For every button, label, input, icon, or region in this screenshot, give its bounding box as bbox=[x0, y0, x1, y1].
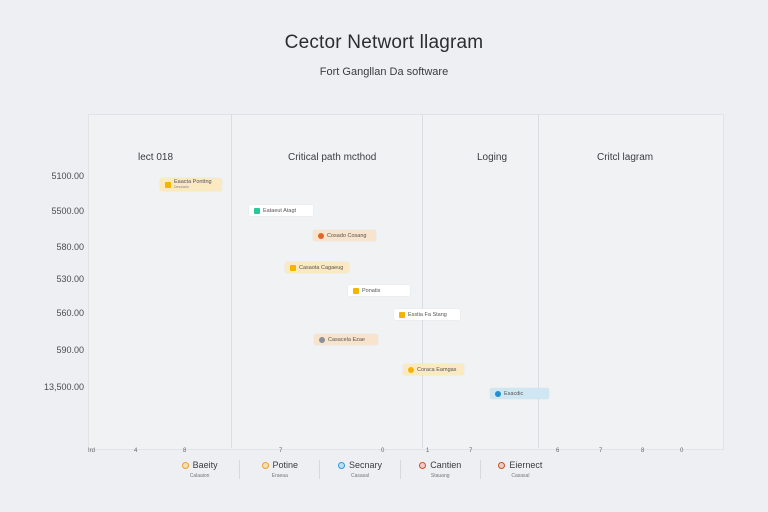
legend-item[interactable]: Cantien Stauang bbox=[399, 460, 480, 479]
legend-label: Potine bbox=[272, 460, 299, 470]
circle-icon bbox=[319, 336, 325, 343]
x-tick: 0 bbox=[381, 448, 385, 454]
y-axis-label: 13,500.00 bbox=[43, 382, 84, 392]
node-label: Esacdic bbox=[504, 390, 524, 397]
y-axis-label: 5100.00 bbox=[51, 171, 84, 181]
x-tick: 1 bbox=[426, 448, 430, 454]
x-tick: Ird bbox=[88, 448, 96, 454]
circle-icon bbox=[498, 461, 506, 469]
legend-label: Eiernect bbox=[509, 460, 543, 470]
y-axis-label: 580.00 bbox=[56, 242, 84, 252]
node-label: Esstia Fa Stang bbox=[408, 311, 447, 318]
legend-label: Cantien bbox=[430, 460, 462, 470]
legend-item[interactable]: Eiernect Casasal bbox=[479, 460, 560, 479]
activity-node[interactable]: Casacela Ezae bbox=[314, 334, 378, 345]
legend-label: Baeity bbox=[192, 460, 218, 470]
x-tick: 8 bbox=[183, 448, 187, 454]
square-icon bbox=[399, 311, 405, 318]
y-axis-label: 590.00 bbox=[56, 345, 84, 355]
x-tick: 7 bbox=[279, 448, 283, 454]
diagram-title: Cector Networt llagram bbox=[284, 32, 484, 53]
x-tick: 6 bbox=[556, 448, 560, 454]
node-label: Casacela Ezae bbox=[328, 336, 365, 343]
legend-item[interactable]: Baeity Calaaion bbox=[160, 460, 239, 479]
x-tick: 8 bbox=[641, 448, 645, 454]
square-icon bbox=[165, 181, 171, 188]
activity-node[interactable]: Coraca Eamgas bbox=[403, 364, 464, 375]
x-tick: 7 bbox=[469, 448, 473, 454]
node-label: Eataeut Atagt bbox=[263, 207, 297, 214]
square-icon bbox=[290, 264, 296, 271]
x-tick: 4 bbox=[134, 448, 138, 454]
node-label: Casaota Cagaeug bbox=[299, 264, 344, 271]
legend-sublabel: Calaaion bbox=[189, 473, 210, 479]
legend-sublabel: Stauang bbox=[430, 473, 450, 479]
square-icon bbox=[353, 287, 359, 294]
circle-icon bbox=[261, 461, 269, 469]
node-sublabel: Desolado bbox=[174, 184, 189, 189]
legend-sublabel: Casasal bbox=[511, 473, 530, 479]
legend-sublabel: Eraeaa bbox=[271, 473, 288, 479]
column-header: lect 018 bbox=[138, 152, 174, 163]
column-divider bbox=[538, 114, 539, 448]
y-axis-label: 5500.00 bbox=[51, 206, 84, 216]
column-header: Critical path mcthod bbox=[288, 152, 377, 163]
column-divider bbox=[231, 114, 232, 448]
legend-item[interactable]: Potine Eraeaa bbox=[239, 460, 319, 479]
circle-icon bbox=[181, 461, 189, 469]
activity-node[interactable]: Eataeut Atagt bbox=[249, 205, 313, 216]
diagram-subtitle: Fort Gangllan Da software bbox=[319, 66, 449, 78]
circle-icon bbox=[318, 232, 324, 239]
legend-sublabel: Casasal bbox=[350, 473, 370, 479]
activity-node[interactable]: Eaacta Ponttng Desolado bbox=[160, 178, 222, 191]
activity-node[interactable]: Casaota Cagaeug bbox=[285, 262, 349, 273]
legend-label: Secnary bbox=[348, 460, 383, 470]
circle-icon bbox=[408, 366, 414, 373]
x-tick: 7 bbox=[599, 448, 603, 454]
activity-node[interactable]: Ponatis bbox=[348, 285, 410, 296]
column-header: Loging bbox=[477, 152, 508, 163]
node-label: Ponatis bbox=[362, 287, 381, 294]
legend: Baeity Calaaion Potine Eraeaa Secnary Ca… bbox=[160, 460, 560, 484]
x-tick: 0 bbox=[680, 448, 684, 454]
column-divider bbox=[422, 114, 423, 448]
column-header: Critcl lagram bbox=[597, 152, 654, 163]
node-label: Cosado Cosang bbox=[327, 232, 367, 239]
node-label: Eaacta Ponttng bbox=[174, 178, 212, 185]
circle-icon bbox=[495, 390, 501, 397]
node-label: Coraca Eamgas bbox=[417, 366, 457, 373]
circle-icon bbox=[337, 461, 345, 469]
activity-node[interactable]: Esstia Fa Stang bbox=[394, 309, 460, 320]
activity-node[interactable]: Esacdic bbox=[490, 388, 549, 399]
y-axis-label: 560.00 bbox=[56, 308, 84, 318]
square-icon bbox=[254, 207, 260, 214]
y-axis-label: 530.00 bbox=[56, 274, 84, 284]
circle-icon bbox=[419, 461, 427, 469]
activity-node[interactable]: Cosado Cosang bbox=[313, 230, 376, 241]
diagram-panel bbox=[88, 114, 724, 450]
legend-item[interactable]: Secnary Casasal bbox=[319, 460, 399, 479]
